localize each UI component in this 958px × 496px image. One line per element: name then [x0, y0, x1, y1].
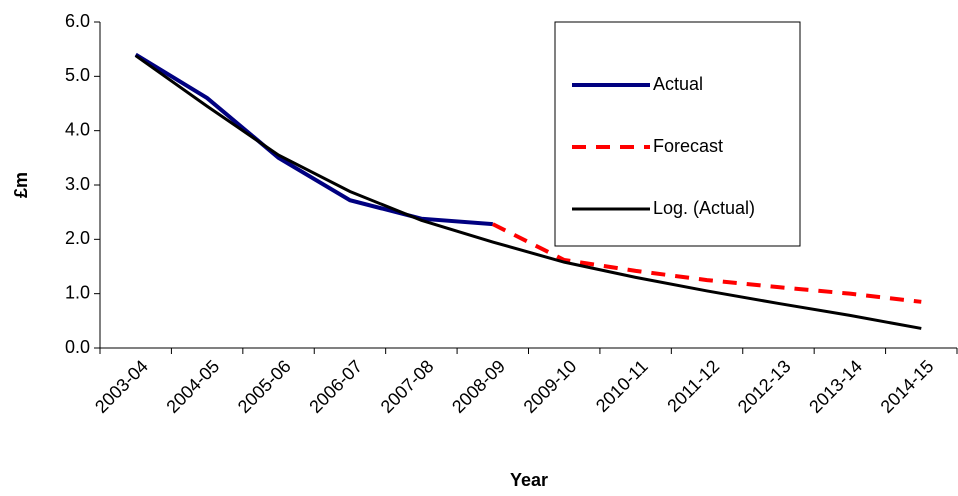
series-line [134, 52, 493, 227]
x-tick-label: 2010-11 [592, 356, 652, 416]
y-tick-label: 3.0 [65, 174, 90, 194]
x-tick-label: 2003-04 [91, 356, 152, 417]
x-tick-label: 2014-15 [877, 356, 938, 417]
legend-label: Actual [653, 74, 703, 94]
x-axis-label: Year [510, 470, 548, 490]
x-tick-label: 2009-10 [520, 356, 581, 417]
x-tick-label: 2008-09 [448, 356, 509, 417]
y-tick-label: 2.0 [65, 228, 90, 248]
legend-label: Log. (Actual) [653, 198, 755, 218]
x-tick-label: 2005-06 [234, 356, 295, 417]
y-axis-label: £m [11, 172, 31, 198]
series-line [134, 54, 922, 330]
y-tick-label: 4.0 [65, 119, 90, 139]
y-tick-label: 1.0 [65, 282, 90, 302]
y-tick-label: 6.0 [65, 11, 90, 31]
legend-label: Forecast [653, 136, 723, 156]
x-tick-label: 2012-13 [734, 356, 795, 417]
y-tick-label: 0.0 [65, 337, 90, 357]
x-tick-label: 2011-12 [663, 356, 723, 416]
y-tick-label: 5.0 [65, 65, 90, 85]
x-tick-label: 2007-08 [377, 356, 438, 417]
x-tick-label: 2013-14 [805, 356, 866, 417]
series-line [491, 222, 922, 304]
x-tick-label: 2004-05 [162, 356, 223, 417]
x-tick-label: 2006-07 [305, 356, 366, 417]
